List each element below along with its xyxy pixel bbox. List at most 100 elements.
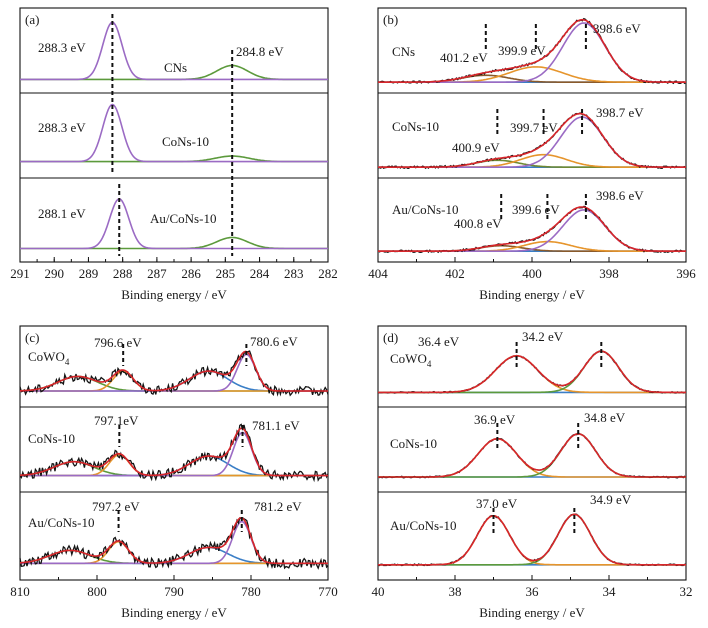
row-1: CoNs-10 36.9 eV 34.8 eV (377, 410, 687, 479)
peak-label: 288.3 eV (38, 120, 86, 135)
peak-label: 400.8 eV (454, 216, 502, 231)
x-axis-label: Binding energy / eV (121, 287, 227, 302)
peak-label: 36.4 eV (418, 334, 460, 349)
x-tick-label: 780 (241, 584, 261, 599)
row-0: CNs 401.2 eV 399.9 eV 398.6 eV (377, 17, 687, 85)
x-tick-label: 400 (522, 266, 542, 281)
peak-label: 36.9 eV (474, 412, 516, 427)
peak-label: 288.3 eV (38, 40, 86, 55)
panel-tag: (d) (383, 330, 398, 345)
x-tick-label: 36 (526, 584, 540, 599)
x-tick-label: 285 (216, 266, 236, 281)
sample-label: Au/CoNs-10 (28, 515, 94, 530)
series-envelope-red (378, 513, 686, 566)
series-green (20, 236, 328, 250)
peak-label: 781.1 eV (252, 418, 300, 433)
sample-label: CNs (164, 60, 187, 75)
peak-label: 398.7 eV (596, 105, 644, 120)
x-tick-label: 790 (164, 584, 184, 599)
x-tick-label: 286 (181, 266, 201, 281)
panel-a: 291 290 289 288 287 286 285 284 283 282 Binding en… (10, 7, 338, 302)
peak-label: 34.8 eV (584, 410, 626, 425)
row-0: CNs 288.3 eV 284.8 eV (20, 21, 328, 81)
row-1: CoNs-10 400.9 eV 399.7 eV 398.7 eV (377, 105, 687, 170)
sample-label: CNs (392, 44, 415, 59)
row-0: CoWO4 36.4 eV 34.2 eV (377, 329, 687, 394)
x-tick-label: 282 (318, 266, 338, 281)
series-envelope-red (19, 516, 328, 565)
x-tick-label: 288 (113, 266, 133, 281)
subscript: 4 (427, 359, 432, 369)
peak-label: 399.7 eV (510, 120, 558, 135)
panel-tag: (a) (25, 12, 39, 27)
series-envelope-red (378, 18, 686, 83)
x-tick-label: 32 (680, 584, 693, 599)
sample-label: Au/CoNs-10 (392, 202, 458, 217)
series-green (20, 155, 328, 163)
series-purple (20, 21, 328, 81)
x-tick-label: 291 (10, 266, 30, 281)
peak-label: 797.1eV (94, 413, 139, 428)
peak-label: 780.6 eV (250, 334, 298, 349)
peak-label: 398.6 eV (596, 188, 644, 203)
x-tick-label: 800 (87, 584, 107, 599)
x-tick-label: 396 (676, 266, 696, 281)
panel-tag: (b) (383, 12, 398, 27)
sample-label: Au/CoNs-10 (150, 211, 216, 226)
x-tick-label: 38 (449, 584, 462, 599)
series-envelope-red (378, 432, 686, 478)
x-tick-label: 40 (372, 584, 385, 599)
row-2: Au/CoNs-10 288.1 eV (20, 198, 328, 250)
peak-label: 37.0 eV (476, 496, 518, 511)
row-1: CoNs-10 288.3 eV (20, 103, 328, 163)
sample-label: CoNs-10 (28, 431, 75, 446)
x-tick-label: 402 (445, 266, 465, 281)
series-envelope-red (20, 350, 328, 392)
x-axis-label: Binding energy / eV (479, 605, 585, 620)
series-envelope-red (378, 350, 686, 394)
series-envelope-red (378, 206, 686, 252)
sample-label: CoNs-10 (390, 436, 437, 451)
peak-label: 399.9 eV (498, 43, 546, 58)
x-tick-label: 398 (599, 266, 619, 281)
panel-tag: (c) (25, 330, 39, 345)
x-tick-label: 34 (603, 584, 617, 599)
x-tick-label: 284 (250, 266, 270, 281)
series-purple (20, 198, 328, 250)
subscript: 4 (65, 357, 70, 367)
sample-label: CoNs-10 (392, 119, 439, 134)
sample-label: CoWO4 (390, 351, 432, 369)
x-tick-label: 287 (147, 266, 167, 281)
x-tick-label: 289 (79, 266, 99, 281)
peak-label: 288.1 eV (38, 206, 86, 221)
row-0: CoWO4 796.6 eV 780.6 eV (19, 334, 329, 397)
peak-label: 796.6 eV (94, 335, 142, 350)
sample-label: Au/CoNs-10 (390, 518, 456, 533)
peak-label: 797.2 eV (92, 499, 140, 514)
peak-label: 284.8 eV (236, 44, 284, 59)
series-purple (20, 103, 328, 163)
x-tick-label: 810 (10, 584, 30, 599)
peak-label: 34.2 eV (522, 329, 564, 344)
peak-label: 401.2 eV (440, 50, 488, 65)
row-1: CoNs-10 797.1eV 781.1 eV (19, 413, 329, 483)
series-envelope-red (19, 427, 328, 477)
peak-label: 398.6 eV (593, 21, 641, 36)
x-tick-label: 770 (318, 584, 338, 599)
x-tick-label: 283 (284, 266, 304, 281)
peak-label: 781.2 eV (254, 499, 302, 514)
x-axis-label: Binding energy / eV (121, 605, 227, 620)
x-tick-label: 404 (368, 266, 388, 281)
sample-label: CoNs-10 (162, 134, 209, 149)
peak-label: 34.9 eV (590, 492, 632, 507)
peak-label: 400.9 eV (452, 140, 500, 155)
peak-label: 399.6 eV (512, 202, 560, 217)
x-tick-label: 290 (44, 266, 64, 281)
sample-label: CoWO4 (28, 349, 70, 367)
x-axis-label: Binding energy / eV (479, 287, 585, 302)
panel-d: 40 38 36 34 32 Binding energy / eV (d) CoWO4 36.… (372, 325, 693, 620)
